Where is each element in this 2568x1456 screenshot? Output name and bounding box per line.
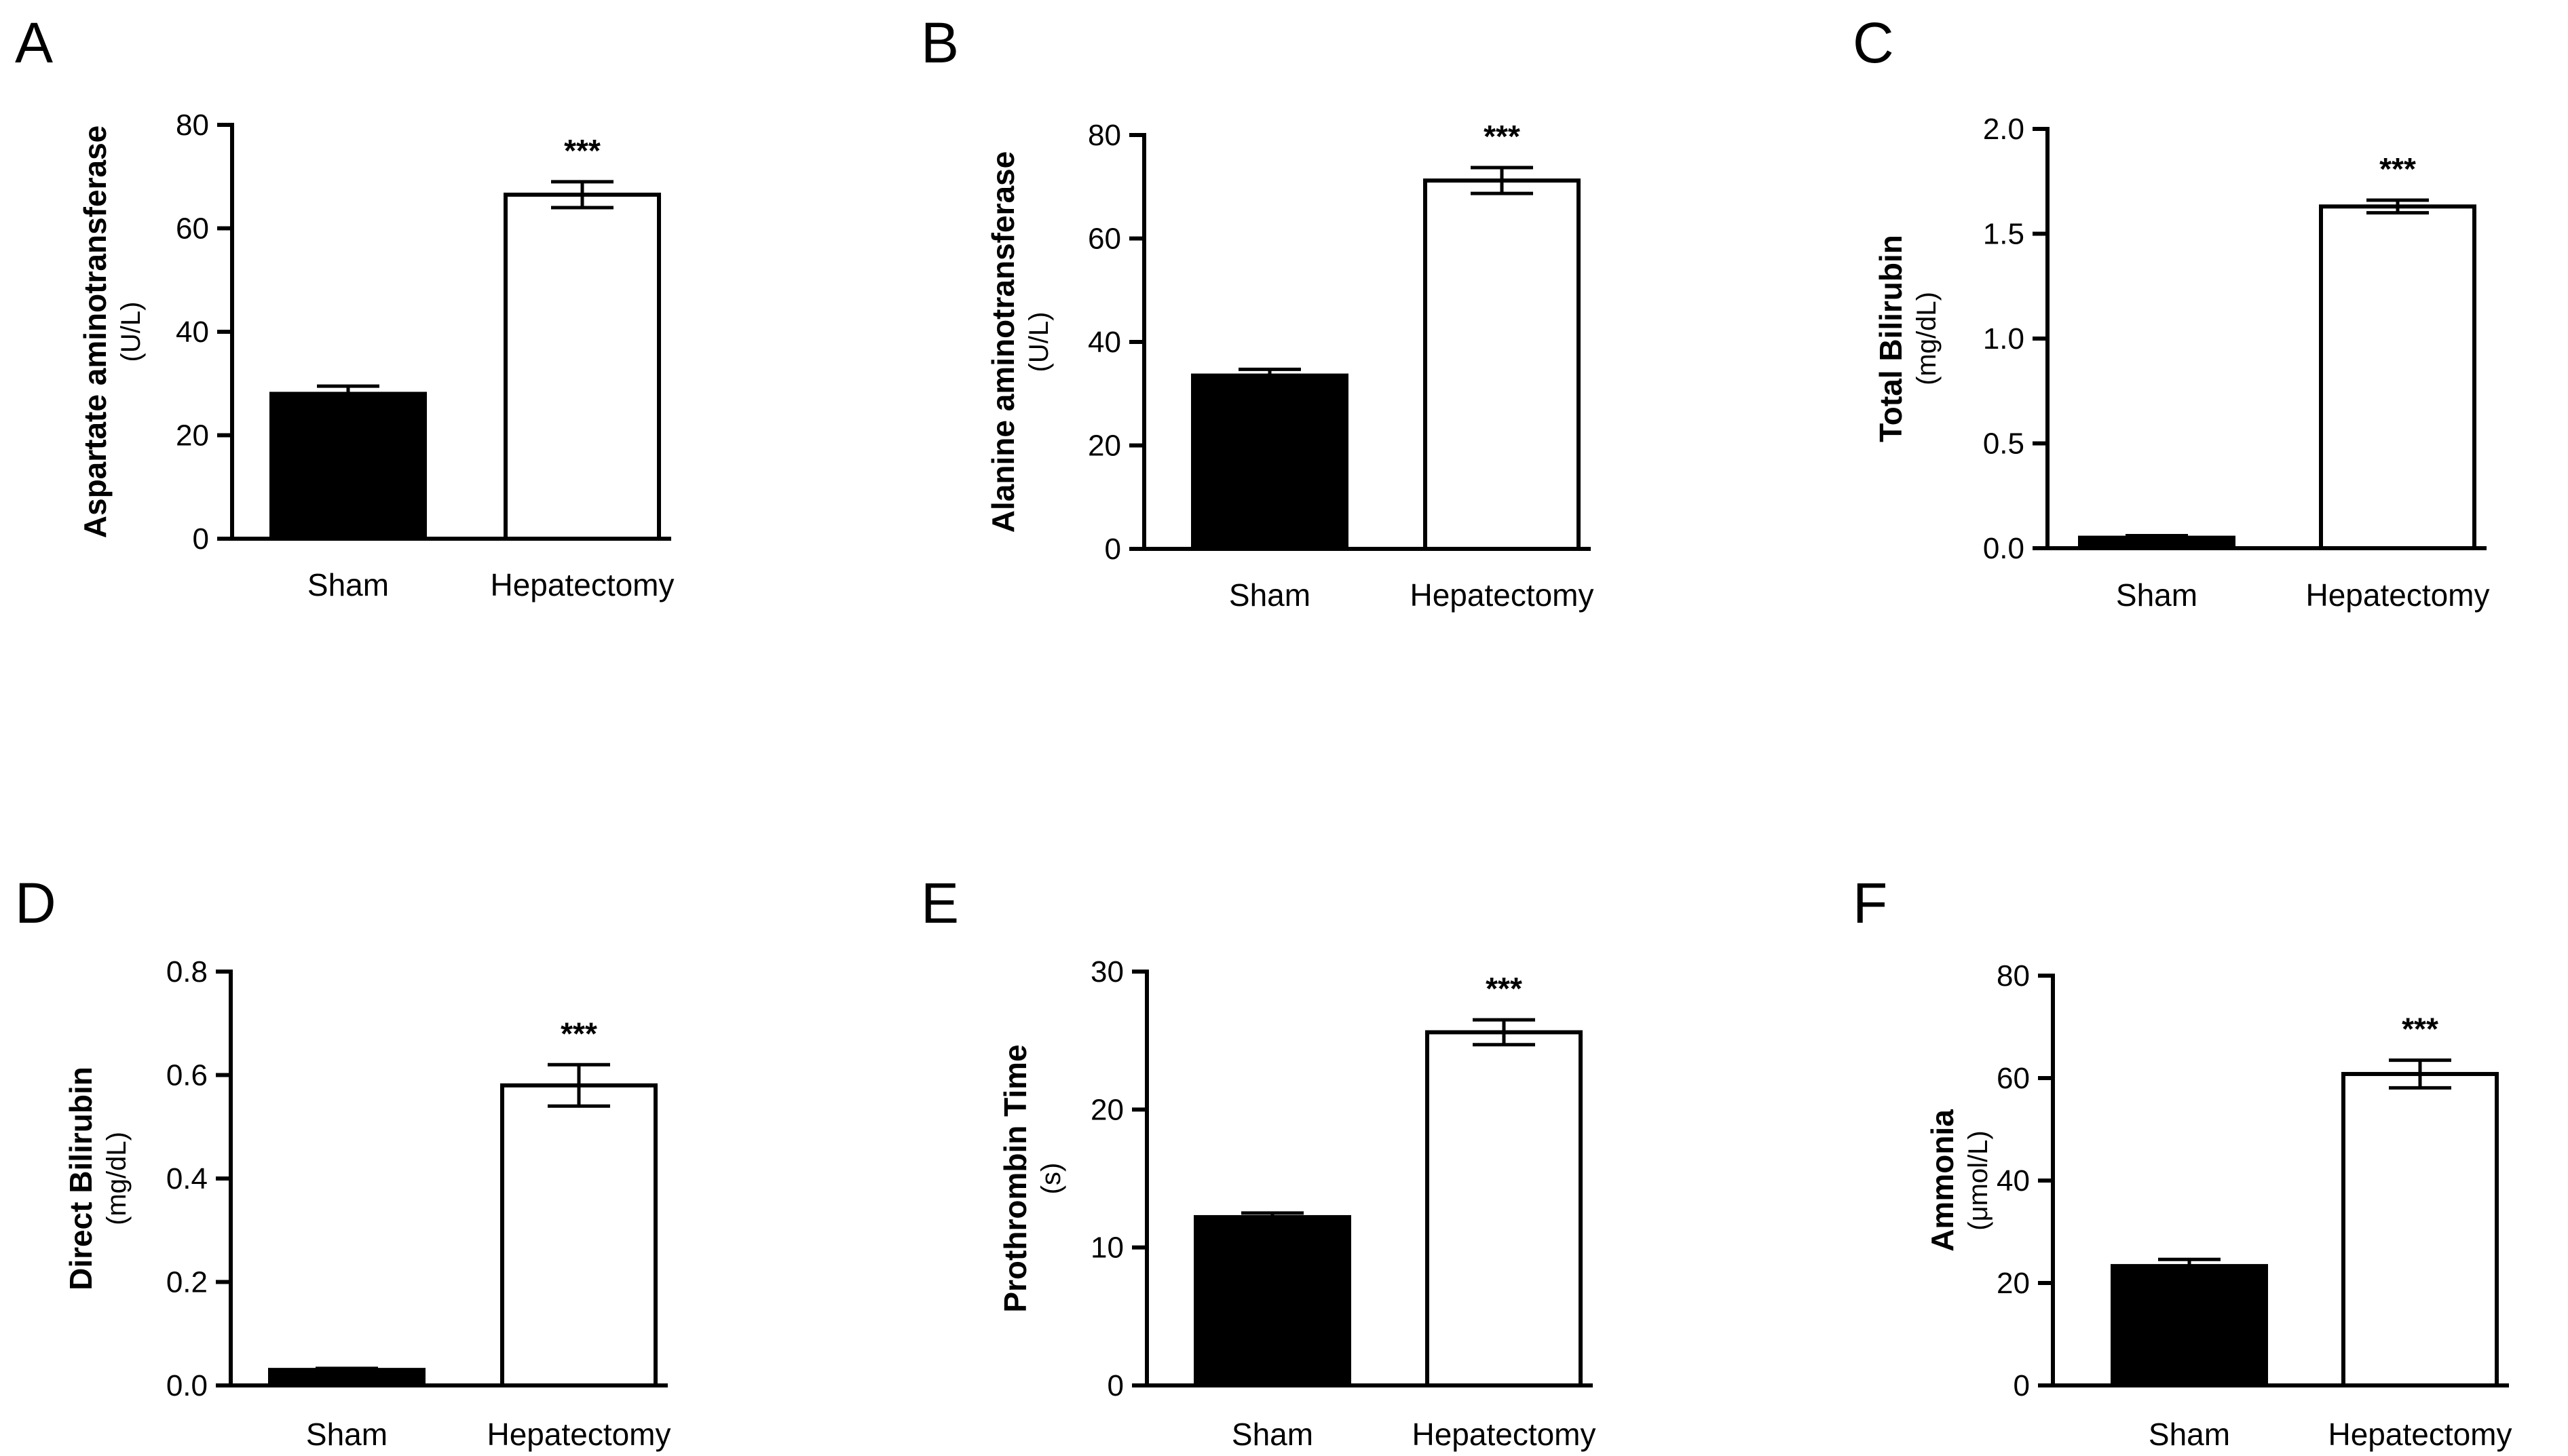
y-tick-label: 1.0 (1983, 322, 2024, 356)
y-tick-label: 0.5 (1983, 427, 2024, 461)
y-tick-label: 0.0 (1983, 532, 2024, 565)
y-axis-unit: (mg/dL) (102, 1132, 132, 1225)
significance-label: *** (564, 133, 601, 168)
y-tick-label: 20 (1088, 429, 1121, 463)
category-label: Sham (1229, 577, 1310, 613)
bar-sham (269, 391, 427, 541)
bar-hepatectomy (500, 1083, 658, 1387)
y-tick-label: 80 (1997, 959, 2030, 993)
bar-sham (1194, 1214, 1351, 1388)
bar-hepatectomy (1425, 1030, 1583, 1387)
y-axis-unit: (mg/dL) (1912, 292, 1942, 385)
panel-letter: A (15, 11, 53, 75)
y-tick-label: 20 (1091, 1093, 1124, 1126)
category-label: Hepatectomy (487, 1417, 671, 1452)
y-tick-label: 1.5 (1983, 218, 2024, 251)
y-axis-title: Total Bilirubin (1873, 235, 1908, 442)
y-axis-unit: (μmol/L) (1963, 1130, 1993, 1231)
category-label: Hepatectomy (2305, 577, 2489, 613)
category-label: Hepatectomy (490, 567, 674, 602)
category-label: Hepatectomy (1412, 1417, 1595, 1452)
panel-letter: D (15, 871, 56, 935)
bar-hepatectomy (1423, 178, 1581, 552)
y-tick-label: 0.8 (166, 955, 208, 989)
panel-letter: E (921, 871, 959, 935)
category-label: Sham (2149, 1417, 2230, 1452)
category-label: Hepatectomy (1410, 577, 1593, 613)
chart-panel-a: A 0 20 40 60 80 Aspartate aminotransferase (U/L… (15, 11, 675, 602)
y-tick-label: 40 (1088, 326, 1121, 359)
chart-panel-b: B 0 20 40 60 80 Alanine aminotransferase (U/L) S… (921, 11, 1594, 613)
y-tick-label: 60 (176, 212, 209, 246)
significance-label: *** (1484, 119, 1520, 154)
y-tick-label: 20 (1997, 1267, 2030, 1300)
y-tick-label: 0.6 (166, 1059, 208, 1092)
y-tick-label: 0 (2014, 1369, 2030, 1402)
y-tick-label: 0.2 (166, 1266, 208, 1299)
bar-sham (2078, 535, 2235, 550)
y-axis-title: Ammonia (1925, 1109, 1960, 1252)
y-tick-label: 40 (1997, 1164, 2030, 1198)
y-tick-label: 10 (1091, 1231, 1124, 1265)
y-tick-label: 60 (1997, 1062, 2030, 1095)
y-axis-title: Aspartate aminotransferase (77, 126, 113, 538)
significance-label: *** (1486, 971, 1522, 1006)
y-tick-label: 80 (1088, 119, 1121, 152)
bar-sham (1191, 373, 1348, 551)
y-tick-label: 2.0 (1983, 113, 2024, 146)
category-label: Sham (307, 567, 389, 602)
chart-panel-c: C 0.0 0.5 1.0 1.5 2.0 Total Bilirubin (mg/dL) Sh… (1853, 11, 2490, 613)
y-axis-title: Direct Bilirubin (63, 1067, 98, 1290)
y-tick-label: 0.0 (166, 1369, 208, 1402)
panel-letter: B (921, 11, 959, 75)
chart-panel-e: E 0 10 20 30 Prothrombin Time (s) Sham Hepatecto… (921, 871, 1596, 1452)
category-label: Sham (306, 1417, 388, 1452)
significance-label: *** (2402, 1012, 2438, 1047)
y-tick-label: 0 (1108, 1369, 1124, 1402)
y-tick-label: 20 (176, 419, 209, 453)
bar-hepatectomy (2319, 204, 2476, 550)
bar-sham (2111, 1264, 2268, 1387)
y-tick-label: 40 (176, 315, 209, 349)
bar-sham (268, 1368, 426, 1387)
y-axis-title: Alanine aminotransferase (985, 151, 1021, 533)
y-tick-label: 0.4 (166, 1162, 208, 1195)
y-tick-label: 0 (1105, 533, 1121, 566)
category-label: Hepatectomy (2328, 1417, 2512, 1452)
bar-hepatectomy (504, 192, 661, 541)
y-tick-label: 0 (193, 522, 209, 556)
y-tick-label: 30 (1091, 955, 1124, 989)
category-label: Sham (1232, 1417, 1313, 1452)
y-axis-unit: (s) (1036, 1163, 1066, 1195)
chart-panel-d: D 0.0 0.2 0.4 0.6 0.8 Direct Bilirubin (mg/dL) S… (15, 871, 671, 1452)
category-label: Sham (2116, 577, 2197, 613)
bar-hepatectomy (2341, 1071, 2499, 1387)
panel-letter: F (1853, 871, 1887, 935)
significance-label: *** (561, 1016, 597, 1051)
y-axis-unit: (U/L) (116, 302, 146, 362)
y-axis-unit: (U/L) (1024, 312, 1054, 372)
panel-letter: C (1853, 11, 1894, 75)
y-tick-label: 80 (176, 109, 209, 142)
significance-label: *** (2379, 151, 2416, 187)
chart-panel-f: F 0 20 40 60 80 Ammonia (μmol/L) Sham Hepatectomy… (1853, 871, 2512, 1452)
y-axis-title: Prothrombin Time (998, 1044, 1033, 1312)
y-tick-label: 60 (1088, 223, 1121, 256)
